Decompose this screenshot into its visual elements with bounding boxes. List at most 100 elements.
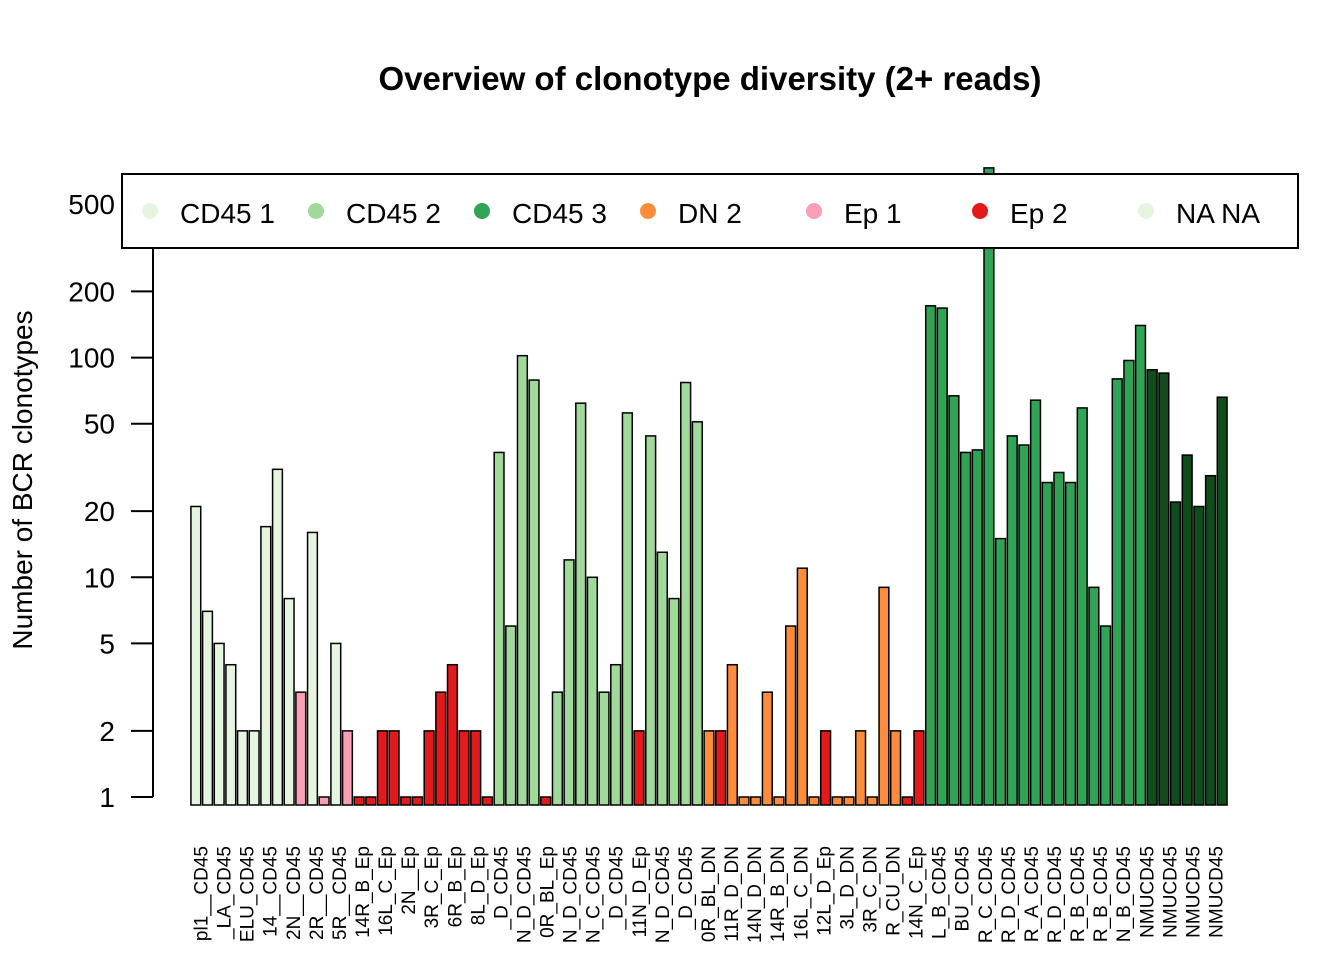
bar xyxy=(551,691,564,806)
bar xyxy=(1018,444,1030,806)
legend-label: CD45 3 xyxy=(512,198,607,229)
bar xyxy=(703,730,715,806)
bar xyxy=(691,421,703,806)
bar xyxy=(924,305,937,806)
legend-label: NA NA xyxy=(1176,198,1260,229)
y-axis-label: Number of BCR clonotypes xyxy=(7,310,38,649)
bar xyxy=(1134,324,1147,806)
category-label: R_D_CD45 xyxy=(999,846,1020,943)
bar xyxy=(610,663,622,806)
bar xyxy=(1029,399,1042,806)
category-label: NMUCD45 xyxy=(1137,846,1158,938)
category-label: 16L_C_Ep xyxy=(376,846,397,936)
bar xyxy=(1193,505,1205,806)
y-axis: 1 2 5 10 20 50 100 200 500 xyxy=(68,189,154,813)
category-label: 0R_BL_DN xyxy=(699,846,720,942)
category-labels: pl1__CD45 _LA_CD45 ELU_CD45 14__CD45 2N__CD4… xyxy=(192,846,1228,943)
bar xyxy=(1181,454,1193,806)
legend-box xyxy=(121,173,1299,249)
y-tick-label: 1 xyxy=(99,782,115,813)
bar xyxy=(645,435,657,806)
category-label: pl1__CD45 xyxy=(192,846,213,941)
bar xyxy=(1006,435,1018,806)
bar xyxy=(213,642,225,806)
bar xyxy=(446,663,459,806)
bar xyxy=(621,412,634,806)
bar xyxy=(306,531,319,806)
bar xyxy=(528,379,540,806)
category-label: NMUCD45 xyxy=(1160,846,1181,938)
bar xyxy=(889,730,902,806)
legend-label: CD45 2 xyxy=(346,198,441,229)
category-label: L_B_CD45 xyxy=(930,846,951,939)
bar xyxy=(1076,407,1088,806)
bar xyxy=(796,567,808,806)
category-label: 12L_D_Ep xyxy=(814,846,835,936)
category-label: _D_CD45 xyxy=(607,846,628,930)
y-tick-label: 10 xyxy=(84,562,115,593)
category-label: 14R_B_DN xyxy=(768,846,789,942)
bar xyxy=(260,525,272,806)
category-label: 8L_D_Ep xyxy=(468,846,489,925)
bar xyxy=(236,730,249,806)
bar xyxy=(1041,481,1053,806)
legend-label: Ep 1 xyxy=(844,198,902,229)
bar xyxy=(715,730,727,806)
category-label: R_B_CD45 xyxy=(1068,846,1089,942)
bar xyxy=(808,796,820,806)
bar xyxy=(201,610,214,806)
bar xyxy=(1099,625,1112,806)
category-label: N_D_CD45 xyxy=(561,846,582,943)
bar xyxy=(901,796,913,806)
legend-marker xyxy=(308,203,324,219)
bar xyxy=(330,642,342,806)
category-label: R_B_CD45 xyxy=(1091,846,1112,942)
bar xyxy=(633,730,645,806)
legend-marker xyxy=(806,203,822,219)
bar xyxy=(388,730,400,806)
bar xyxy=(1111,378,1123,806)
category-label: R_D_CD45 xyxy=(1045,846,1066,943)
category-label: _LA_CD45 xyxy=(215,846,236,940)
bar xyxy=(400,796,412,806)
bar xyxy=(843,796,855,806)
bar xyxy=(750,796,762,806)
bar xyxy=(1123,359,1135,806)
bar xyxy=(680,381,692,806)
bar xyxy=(190,505,202,806)
bar xyxy=(295,691,307,806)
bar xyxy=(470,730,482,806)
category-label: _D_CD45 xyxy=(676,846,697,930)
category-label: 11N_D_Ep xyxy=(630,846,651,938)
category-label: N_D_CD45 xyxy=(515,846,536,943)
bar xyxy=(831,796,843,806)
bar xyxy=(866,796,878,806)
bar xyxy=(971,449,983,806)
legend-marker xyxy=(640,203,656,219)
category-label: 2R__CD45 xyxy=(307,846,328,940)
bar xyxy=(516,354,529,806)
bar xyxy=(1146,369,1158,806)
bar xyxy=(854,730,867,806)
legend-label: CD45 1 xyxy=(180,198,275,229)
bar xyxy=(1169,501,1182,806)
bar xyxy=(761,691,773,806)
category-label: _D_CD45 xyxy=(491,846,512,930)
y-tick-label: 200 xyxy=(68,276,115,307)
bar xyxy=(668,597,680,806)
category-label: R_C_CD45 xyxy=(976,846,997,943)
bar xyxy=(1064,481,1077,806)
bar xyxy=(225,663,237,806)
bar xyxy=(271,468,284,806)
bar xyxy=(726,663,738,806)
y-tick-label: 50 xyxy=(84,409,115,440)
bar xyxy=(411,796,424,806)
bar xyxy=(959,451,972,806)
bar xyxy=(936,307,948,806)
bar xyxy=(318,796,330,806)
legend-label: Ep 2 xyxy=(1010,198,1068,229)
category-label: 14N_D_DN xyxy=(745,846,766,943)
bar xyxy=(341,730,354,806)
bar xyxy=(423,730,435,806)
category-label: 14N_C_Ep xyxy=(907,846,928,939)
